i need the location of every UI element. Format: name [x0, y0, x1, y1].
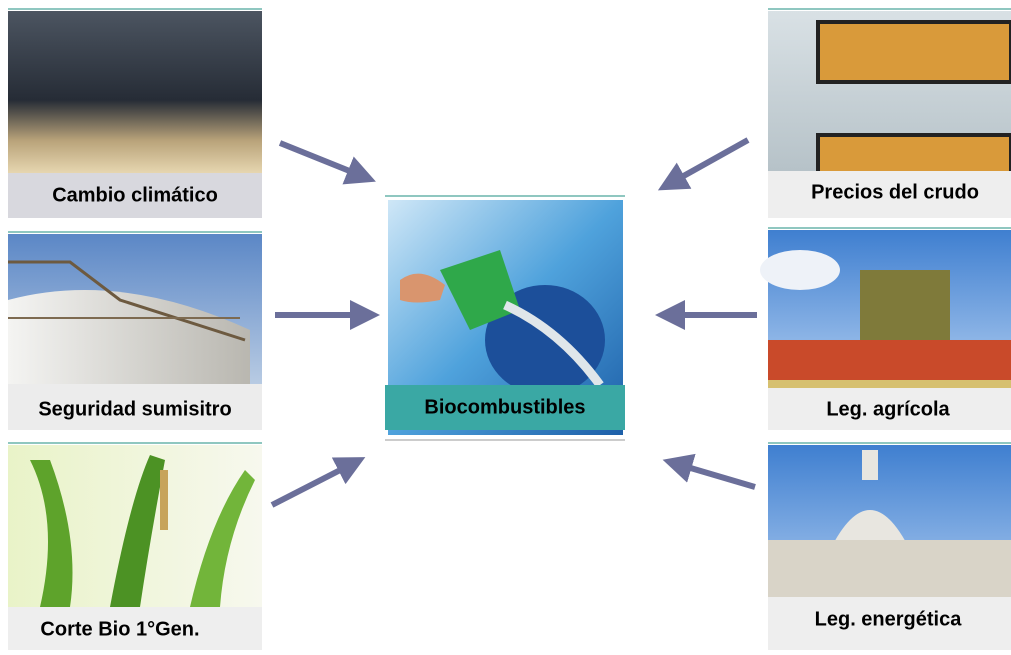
- tile-precios: Precios del crudo: [768, 8, 1011, 218]
- arrows: [270, 137, 757, 508]
- tile-cambio: Cambio climático: [8, 8, 262, 218]
- label: Seguridad sumisitro: [38, 398, 231, 420]
- label: Leg. agrícola: [826, 398, 950, 420]
- tile-energetica: Leg. energética: [768, 442, 1011, 650]
- arrow: [270, 457, 366, 508]
- label: Leg. energética: [815, 608, 963, 630]
- tile-corte: Corte Bio 1°Gen.: [8, 442, 262, 650]
- tile-seguridad: Seguridad sumisitro: [8, 231, 262, 430]
- label: Corte Bio 1°Gen.: [40, 618, 199, 640]
- tile-agricola: Leg. agrícola: [760, 227, 1011, 430]
- arrow: [657, 137, 750, 191]
- label: Biocombustibles: [424, 396, 585, 418]
- arrow: [662, 453, 756, 490]
- arrow: [278, 140, 376, 185]
- tile-center: Biocombustibles: [385, 195, 625, 441]
- label: Precios del crudo: [811, 181, 979, 203]
- label: Cambio climático: [52, 184, 218, 206]
